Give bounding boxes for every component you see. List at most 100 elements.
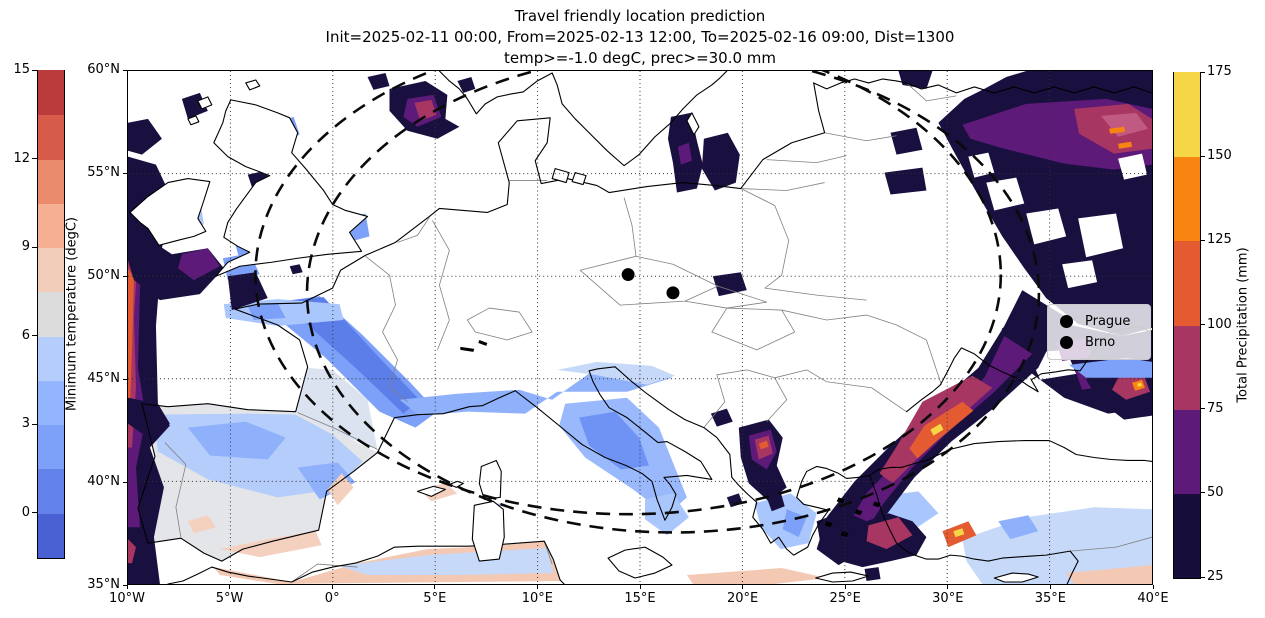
colorbar-band [38,247,64,293]
y-tick-mark [123,584,127,586]
colorbar-tick-mark [1200,408,1205,410]
x-tick-mark [536,585,538,589]
colorbar-precipitation [1173,72,1201,579]
y-tick-label: 45°N [87,371,120,386]
y-tick-label: 35°N [87,577,120,592]
y-tick-mark [123,275,127,277]
colorbar-tick-label: 25 [1207,569,1224,584]
x-tick-label: 40°E [1137,591,1169,606]
colorbar-tick-mark [32,512,37,514]
colorbar-tick-label: 12 [13,150,30,166]
colorbar-tick-mark [32,69,37,71]
y-tick-mark [123,69,127,71]
colorbar-tick-label: 9 [21,239,30,255]
x-tick-label: 10°E [521,591,554,606]
y-tick-mark [123,378,127,380]
colorbar-band [38,202,64,249]
colorbar-tick-label: 125 [1207,232,1232,248]
distance-circles [254,71,1041,534]
colorbar-tick-mark [32,423,37,425]
colorbar-band [1174,492,1200,578]
colorbar-band [38,468,64,514]
precipitation-shading [128,71,1152,584]
x-tick-label: 30°E [932,591,964,606]
colorbar-tick-label: 75 [1207,400,1224,416]
colorbar-tick-label: 0 [21,504,30,520]
x-tick-mark [1152,585,1154,589]
colorbar-tick-mark [32,246,37,248]
legend-row-prague: Prague [1056,311,1142,332]
colorbar-tick-mark [1200,155,1205,157]
colorbar-tick-label: 50 [1207,484,1224,500]
colorbar-band [38,512,64,558]
title-block: Travel friendly location prediction Init… [127,6,1153,69]
colorbar-band [38,379,64,426]
colorbar-tick-label: 3 [21,416,30,432]
colorbar-tick-label: 100 [1207,316,1232,332]
chart-subtitle-criteria: temp>=-1.0 degC, prec>=30.0 mm [503,49,777,67]
colorbar-temperature-label: Minimum temperature (degC) [64,216,80,411]
x-tick-label: 15°E [624,591,656,606]
y-tick-mark [123,172,127,174]
colorbar-band [1174,156,1200,242]
y-tick-label: 50°N [87,268,120,283]
colorbar-tick-mark [1200,324,1205,325]
city-dot-prague [621,268,635,282]
colorbar-band [38,114,64,160]
colorbar-band [38,158,64,204]
distance-circle-prague [254,71,1003,516]
x-tick-label: 35°E [1034,591,1067,606]
colorbar-band [38,291,64,337]
x-tick-mark [126,585,128,589]
colorbar-band [38,424,64,470]
legend-marker-icon [1060,336,1073,349]
colorbar-tick-mark [32,335,37,337]
colorbar-tick-mark [32,158,37,160]
y-tick-label: 55°N [87,165,120,180]
temperature-shading-overlay [1069,357,1152,378]
x-tick-mark [331,585,333,589]
x-tick-label: 25°E [829,591,861,606]
x-tick-mark [229,585,231,589]
colorbar-tick-mark [1200,71,1205,73]
colorbar-band [38,70,64,116]
colorbar-band [1174,408,1200,494]
legend-marker-icon [1060,315,1073,328]
colorbar-tick-label: 15 [13,62,30,77]
y-tick-label: 40°N [87,474,120,489]
colorbar-band [1174,72,1200,158]
coastlines [129,71,1152,584]
x-tick-label: 10°W [109,591,145,606]
colorbar-band [1174,240,1200,326]
legend-label: Brno [1085,335,1116,350]
colorbar-precipitation-label: Total Precipitation (mm) [1235,246,1251,403]
city-dot-brno [666,286,680,300]
colorbar-tick-label: 175 [1207,64,1232,79]
colorbar-tick-label: 150 [1207,148,1232,164]
gridlines [128,71,1152,584]
legend: Prague Brno [1047,304,1151,360]
colorbar-tick-mark [1200,576,1205,578]
distance-circle-brno [305,71,1041,534]
x-tick-mark [947,585,949,589]
x-tick-mark [742,585,744,589]
chart-title: Travel friendly location prediction [514,7,766,25]
colorbar-tick-mark [1200,239,1205,241]
colorbar-tick-mark [1200,492,1205,494]
x-tick-mark [434,585,436,589]
colorbar-band [38,335,64,381]
map-plot: Prague Brno [127,70,1153,585]
country-borders [164,82,1152,583]
y-tick-mark [123,481,127,483]
x-tick-label: 20°E [726,591,759,606]
colorbar-temperature [37,70,65,559]
x-tick-label: 5°E [423,591,447,606]
x-tick-mark [844,585,846,589]
legend-label: Prague [1085,314,1131,329]
colorbar-band [1174,324,1200,410]
map-canvas [128,71,1152,584]
colorbar-tick-label: 6 [21,327,30,343]
legend-row-brno: Brno [1056,332,1142,353]
city-markers [621,268,680,300]
